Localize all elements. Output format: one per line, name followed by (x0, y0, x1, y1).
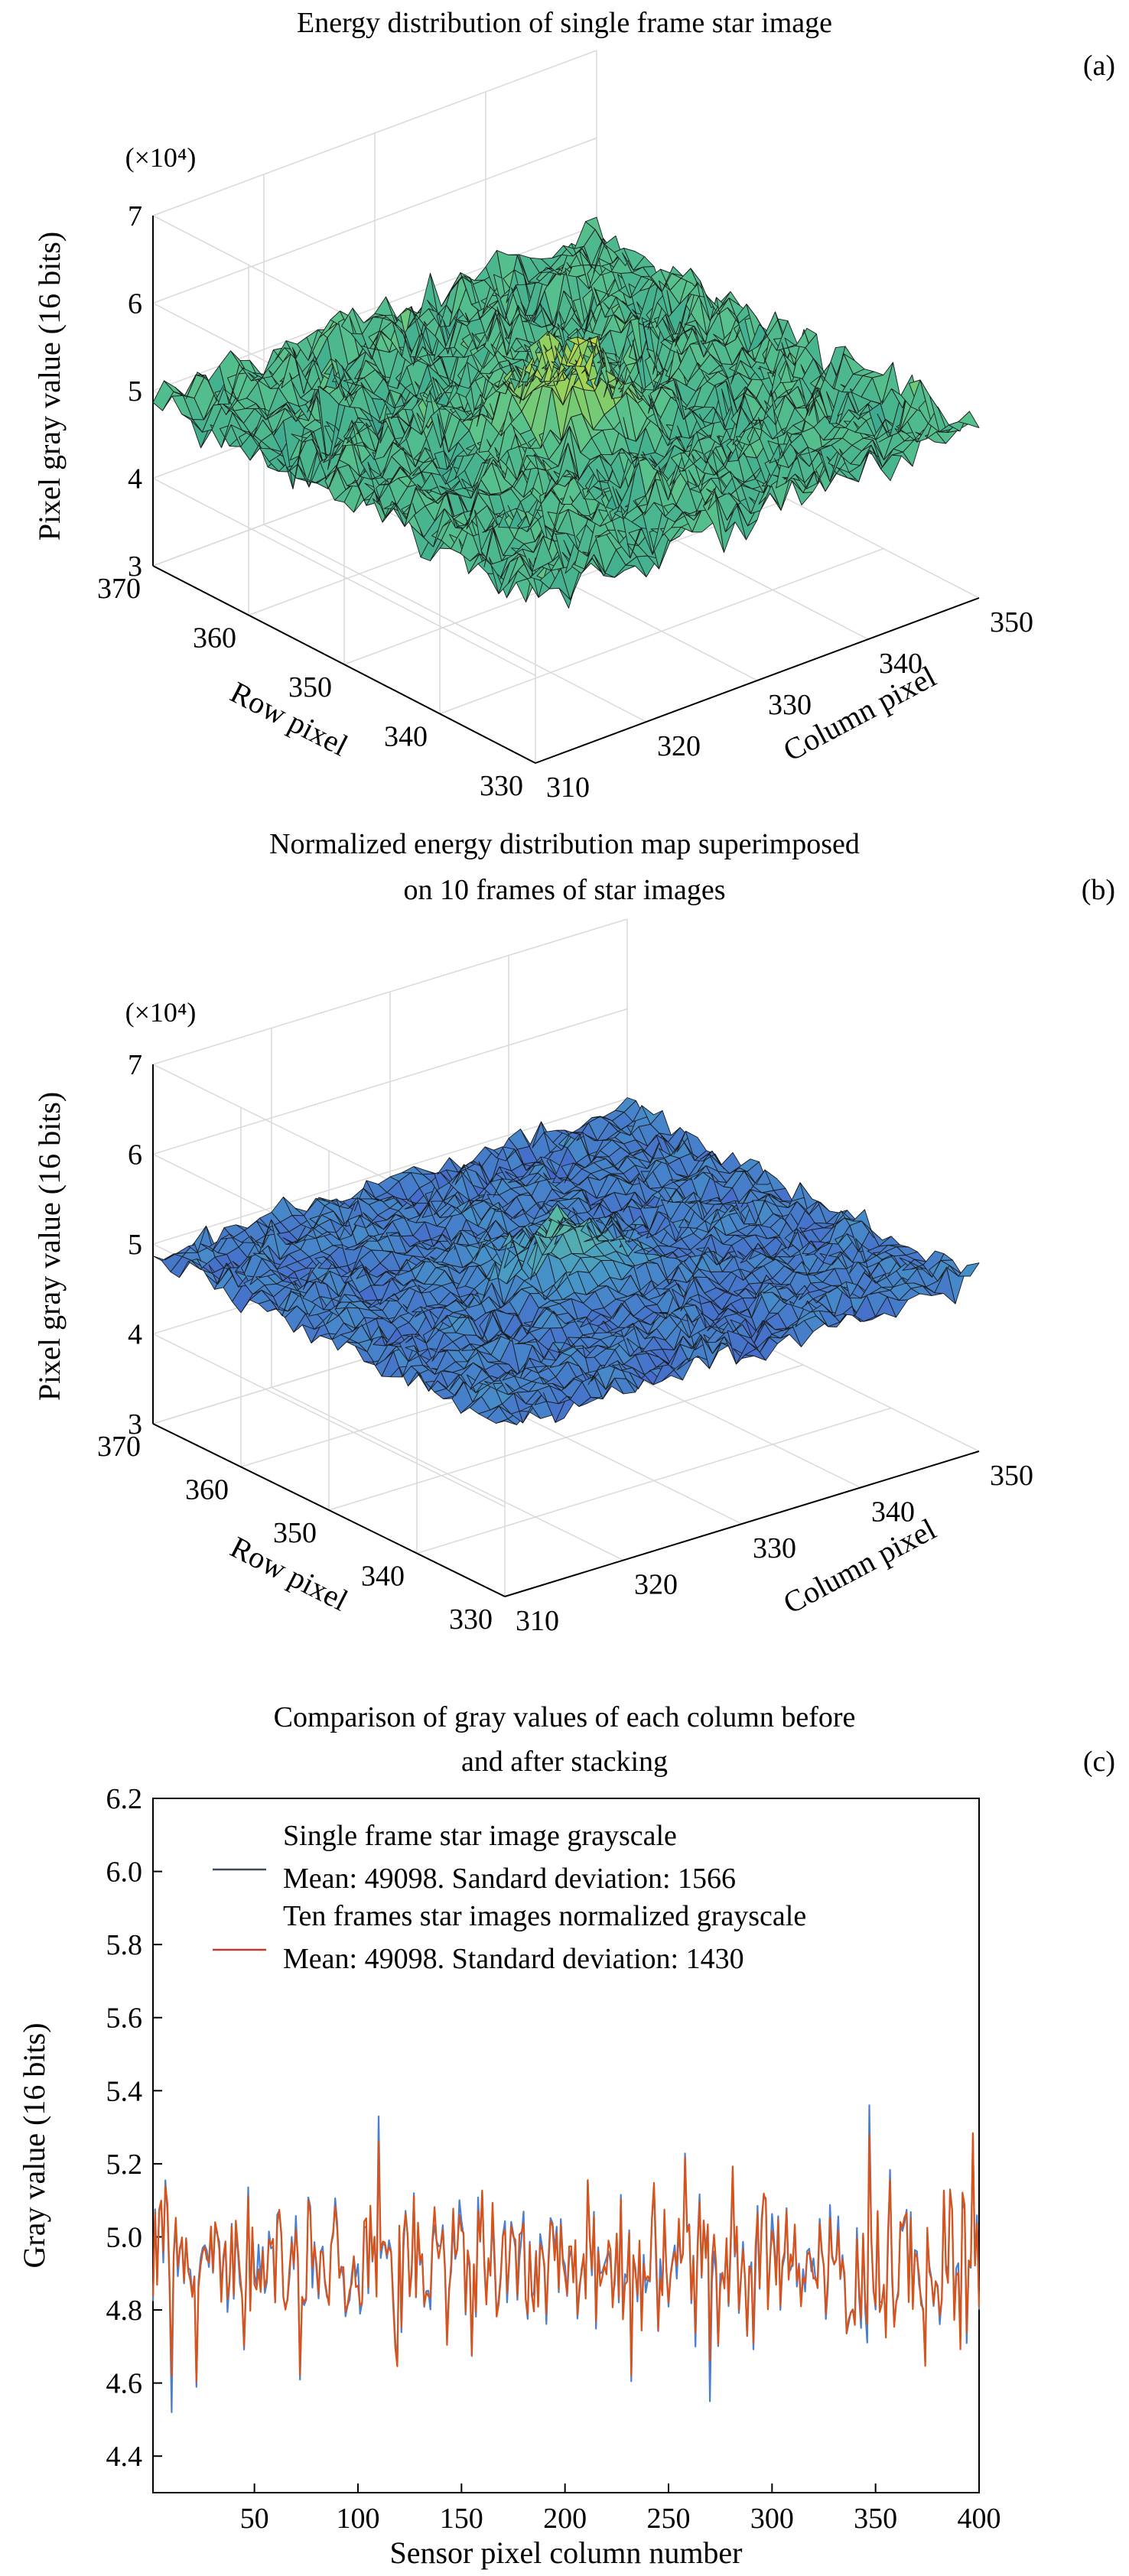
y-tick-label: 6.2 (106, 1783, 143, 1815)
panel-b-zlabel: Pixel gray value (16 bits) (32, 1092, 67, 1401)
legend-ten-frames-stats: Mean: 49098. Standard deviation: 1430 (283, 1943, 744, 1975)
y-tick-label: 4.6 (106, 2368, 143, 2400)
legend-single-frame-name: Single frame star image grayscale (283, 1820, 677, 1852)
row-axis (152, 1423, 506, 1597)
column-tick-label: 320 (634, 1569, 678, 1601)
column-tick-label: 350 (990, 1460, 1033, 1492)
panel-b-column-label: Column pixel (777, 1512, 941, 1620)
x-tick-label: 250 (646, 2503, 690, 2535)
column-axis (504, 1450, 980, 1597)
row-tick-label: 350 (273, 1517, 317, 1549)
legend-ten-frames-name: Ten frames star images normalized graysc… (283, 1900, 806, 1932)
row-tick-label: 330 (449, 1603, 493, 1636)
panel-b-surface (152, 1097, 980, 1425)
x-tick-label: 400 (958, 2503, 1001, 2535)
z-tick-label: 3 (128, 1408, 142, 1441)
z-tick-label: 5 (128, 375, 142, 408)
z-tick-label: 4 (128, 1319, 142, 1351)
column-tick-label: 320 (657, 730, 701, 762)
panel-c-title-line-2: and after stacking (461, 1746, 668, 1778)
row-tick-label: 330 (480, 770, 523, 802)
y-tick-label: 5.6 (106, 2003, 143, 2035)
z-tick-label: 6 (128, 1139, 142, 1171)
panel-c-legend: Single frame star image grayscale Mean: … (213, 1820, 806, 1975)
panel-b-label: (b) (1082, 874, 1115, 906)
panel-a-label: (a) (1083, 50, 1115, 82)
series-ten-frames-line (151, 2132, 981, 2383)
surface-patch (958, 411, 980, 428)
panel-b-zscale-label: (×10⁴) (125, 997, 197, 1028)
y-tick-label: 5.2 (106, 2149, 143, 2181)
panel-a-title: Energy distribution of single frame star… (297, 7, 832, 39)
row-tick-label: 360 (185, 1474, 229, 1506)
x-tick-label: 200 (543, 2503, 587, 2535)
row-tick-label: 350 (288, 671, 332, 703)
column-tick-label: 330 (753, 1532, 796, 1564)
panel-a-tick-labels: 3 4 5 6 7 330 340 350 360 370 310 320 330 340 350 (97, 200, 1033, 804)
column-tick-label: 350 (990, 606, 1033, 638)
y-tick-label: 4.8 (106, 2295, 143, 2327)
z-tick-label: 6 (128, 288, 142, 320)
panel-b-title-line-1: Normalized energy distribution map super… (269, 828, 860, 860)
x-tick-label: 350 (854, 2503, 897, 2535)
panel-a: Energy distribution of single frame star… (32, 7, 1115, 804)
column-tick-label: 310 (546, 772, 590, 804)
y-tick-label: 5.8 (106, 1929, 143, 1961)
x-tick-label: 50 (240, 2503, 269, 2535)
row-axis (152, 565, 536, 764)
panel-c: Comparison of gray values of each column… (17, 1701, 1115, 2570)
column-tick-label: 310 (516, 1605, 559, 1637)
panel-c-series (151, 2104, 981, 2413)
panel-c-title-line-1: Comparison of gray values of each column… (274, 1701, 856, 1733)
y-tick-label: 5.4 (106, 2075, 143, 2107)
column-tick-label: 330 (768, 689, 812, 721)
x-tick-label: 150 (440, 2503, 483, 2535)
y-tick-label: 4.4 (106, 2441, 143, 2473)
row-tick-label: 370 (97, 1431, 141, 1463)
panel-b: Normalized energy distribution map super… (32, 828, 1115, 1637)
column-tick-label: 340 (871, 1496, 915, 1528)
z-tick-label: 7 (128, 1049, 142, 1081)
panel-c-ylabel: Gray value (16 bits) (17, 2022, 51, 2268)
row-tick-label: 370 (97, 573, 141, 605)
surface-patch (958, 1262, 980, 1277)
panel-a-zlabel: Pixel gray value (16 bits) (32, 232, 67, 541)
panel-a-zscale-label: (×10⁴) (125, 142, 197, 173)
panel-c-plot-frame (152, 1798, 980, 2493)
z-tick-label: 4 (128, 463, 142, 495)
row-tick-label: 340 (361, 1561, 405, 1593)
row-tick-label: 360 (193, 622, 236, 655)
y-tick-label: 6.0 (106, 1856, 143, 1889)
column-axis (535, 597, 980, 764)
z-tick-label: 3 (128, 551, 142, 583)
column-tick-label: 340 (879, 648, 922, 680)
panel-c-xlabel: Sensor pixel column number (389, 2535, 742, 2570)
legend-single-frame-stats: Mean: 49098. Sandard deviation: 1566 (283, 1863, 736, 1895)
z-tick-label: 7 (128, 200, 142, 232)
z-tick-label: 5 (128, 1229, 142, 1261)
y-tick-label: 5.0 (106, 2221, 143, 2253)
x-tick-label: 300 (750, 2503, 794, 2535)
x-tick-label: 100 (336, 2503, 379, 2535)
panel-a-surface (152, 216, 980, 609)
panel-b-tick-labels: 3 4 5 6 7 330 340 350 360 370 310 320 330 340 350 (97, 1049, 1033, 1637)
panel-b-title-line-2: on 10 frames of star images (403, 874, 725, 906)
row-tick-label: 340 (384, 721, 428, 753)
panel-c-label: (c) (1083, 1746, 1115, 1778)
panel-c-ticks: 4.4 4.6 4.8 5.0 5.2 5.4 5.6 5.8 6.0 6.2 50 100 150 20… (106, 1783, 1001, 2535)
